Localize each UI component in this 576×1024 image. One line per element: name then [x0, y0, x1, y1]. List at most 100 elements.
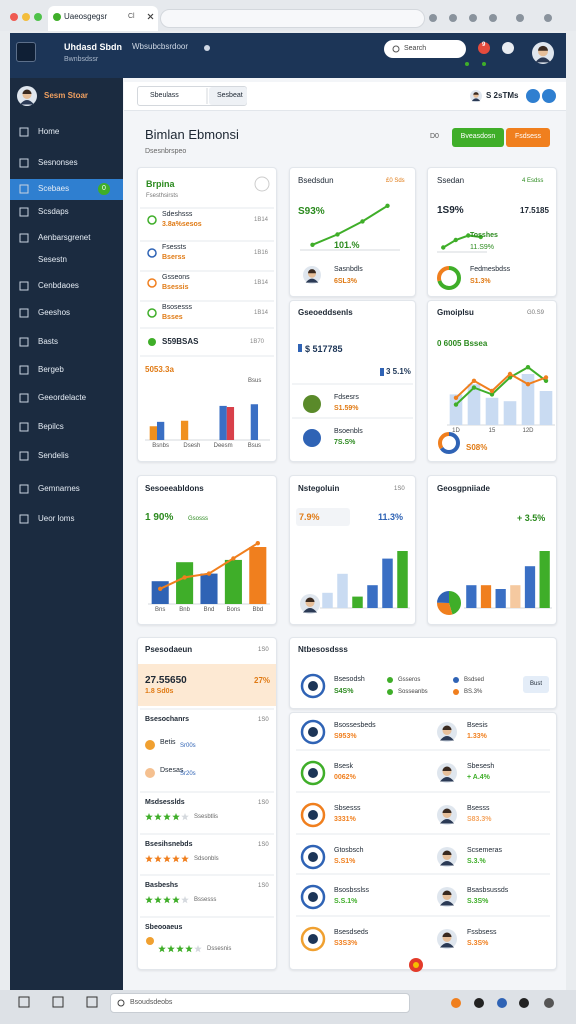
active-item[interactable]	[10, 179, 123, 200]
label: Sbeooaeus	[145, 924, 183, 931]
button-label[interactable]: Bveasdosn	[460, 133, 496, 140]
label: Search	[404, 45, 427, 52]
label: 0 6005 Bssea	[437, 339, 488, 348]
legend-entry: BS.3%	[464, 689, 483, 695]
value-box	[296, 508, 350, 526]
nav-item[interactable]: Scsdaps	[38, 207, 69, 216]
label: S3S3%	[334, 940, 358, 947]
label: Gseoeddsenls	[298, 308, 353, 317]
tab[interactable]: Sesbeat	[217, 92, 243, 99]
tab[interactable]: Sbeulass	[150, 92, 179, 99]
label: S.S1%	[334, 858, 356, 865]
label: Ntbesosdsss	[298, 645, 348, 654]
nav-item[interactable]: Basts	[38, 337, 59, 346]
card	[289, 637, 557, 709]
taskbar-search[interactable]	[110, 993, 410, 1013]
label: Bsesochanrs	[145, 716, 189, 723]
label: S.S.1%	[334, 898, 358, 905]
nav-item[interactable]: Geeshos	[38, 308, 71, 317]
nav-item[interactable]: Ueor loms	[38, 514, 75, 523]
label: 1S0	[258, 717, 269, 723]
card	[289, 712, 557, 970]
label: Bsesk	[334, 763, 354, 770]
label: S4S%	[334, 688, 354, 695]
nav-item[interactable]: Scebaes	[38, 184, 70, 193]
label: 1B14	[254, 310, 269, 316]
label: Bsoenbls	[334, 428, 363, 435]
nav-item[interactable]: Aenbarsgrenet	[38, 233, 91, 242]
label: G0.S9	[527, 310, 545, 316]
x-tick-label: Deesm	[213, 443, 233, 449]
legend-entry: Gsseros	[398, 677, 421, 683]
address-bar[interactable]	[160, 9, 425, 28]
label: D0	[430, 133, 439, 140]
label: Sdeshsss	[162, 211, 193, 218]
label: 7.9%	[299, 512, 320, 522]
nav-item[interactable]: Sendelis	[38, 451, 69, 460]
label: 11.S9%	[470, 244, 494, 251]
x-tick-label: Bsus	[247, 443, 262, 449]
nav-item[interactable]: Home	[38, 127, 60, 136]
search-box[interactable]	[384, 40, 466, 58]
label: + 3.5%	[517, 513, 546, 523]
badge: 0	[102, 185, 106, 192]
nav-item[interactable]: Cenbdaoes	[38, 281, 79, 290]
button-label[interactable]: Bust	[529, 681, 542, 687]
card	[427, 475, 557, 625]
nav-item[interactable]: Sesnonses	[38, 158, 78, 167]
nav-item[interactable]: Geeordelacte	[38, 393, 87, 402]
label: Bsesss	[467, 805, 490, 812]
label: Brpina	[146, 179, 175, 189]
label: 1 90%	[145, 512, 174, 523]
x-tick-label: Bons	[226, 607, 241, 613]
label: S08%	[466, 443, 488, 452]
button-label[interactable]: Fsdsess	[514, 133, 542, 140]
label: Geosgpniiade	[437, 484, 490, 493]
label: Sbesesh	[467, 763, 495, 770]
badge: 9	[482, 42, 486, 48]
label: 4 Esdss	[522, 178, 544, 184]
nav-item[interactable]: Bergeb	[38, 365, 64, 374]
nav-item[interactable]: Sesestn	[38, 255, 67, 264]
label: Bsedsdun	[298, 176, 334, 185]
label: Sbsesss	[334, 805, 361, 812]
label: 3 5.1%	[386, 367, 411, 376]
label: Dsesas	[160, 767, 184, 774]
label: Bsus	[248, 378, 262, 384]
x-tick-label: 12D	[522, 428, 534, 434]
x-tick-label: Bnb	[179, 607, 190, 613]
legend-entry: Sosseanbs	[398, 689, 428, 695]
label: 1.33%	[467, 733, 487, 740]
small-button[interactable]	[523, 676, 549, 693]
label: Bsossesbeds	[334, 722, 376, 729]
button[interactable]	[452, 128, 504, 147]
label: Bserss	[162, 254, 186, 261]
card	[289, 475, 416, 625]
label: Bsosbsslss	[334, 887, 370, 894]
label: Bimlan Ebmonsi	[145, 127, 239, 142]
label: 1B70	[250, 339, 265, 345]
label: 3.8a%sesos	[162, 221, 202, 228]
browser-tab[interactable]	[48, 6, 158, 31]
label: Betis	[160, 739, 176, 746]
label: Bsoudsdeobs	[130, 999, 173, 1006]
label: Bsasbsussds	[467, 887, 509, 894]
nav-item[interactable]: Bepilcs	[38, 422, 64, 431]
label: 0062%	[334, 774, 356, 781]
label: 11.3%	[378, 512, 404, 522]
label: Gsosss	[188, 516, 209, 522]
label: Bwnbsdssr	[64, 56, 99, 63]
x-tick-label: Bsnbs	[152, 443, 169, 449]
label: Nstegoluin	[298, 484, 340, 493]
label: Sdsonbls	[194, 856, 219, 862]
button[interactable]	[506, 128, 550, 147]
label: Wbsubcbsrdoor	[132, 42, 189, 51]
label: Basbeshs	[145, 882, 179, 889]
label: Dsesnbrspeo	[145, 148, 187, 155]
label: S.3S%	[467, 898, 489, 905]
label: Sesoeeabldons	[145, 484, 204, 493]
label: S953%	[334, 733, 357, 740]
nav-item[interactable]: Gemnarnes	[38, 484, 80, 493]
label: Bsosesss	[162, 304, 192, 311]
